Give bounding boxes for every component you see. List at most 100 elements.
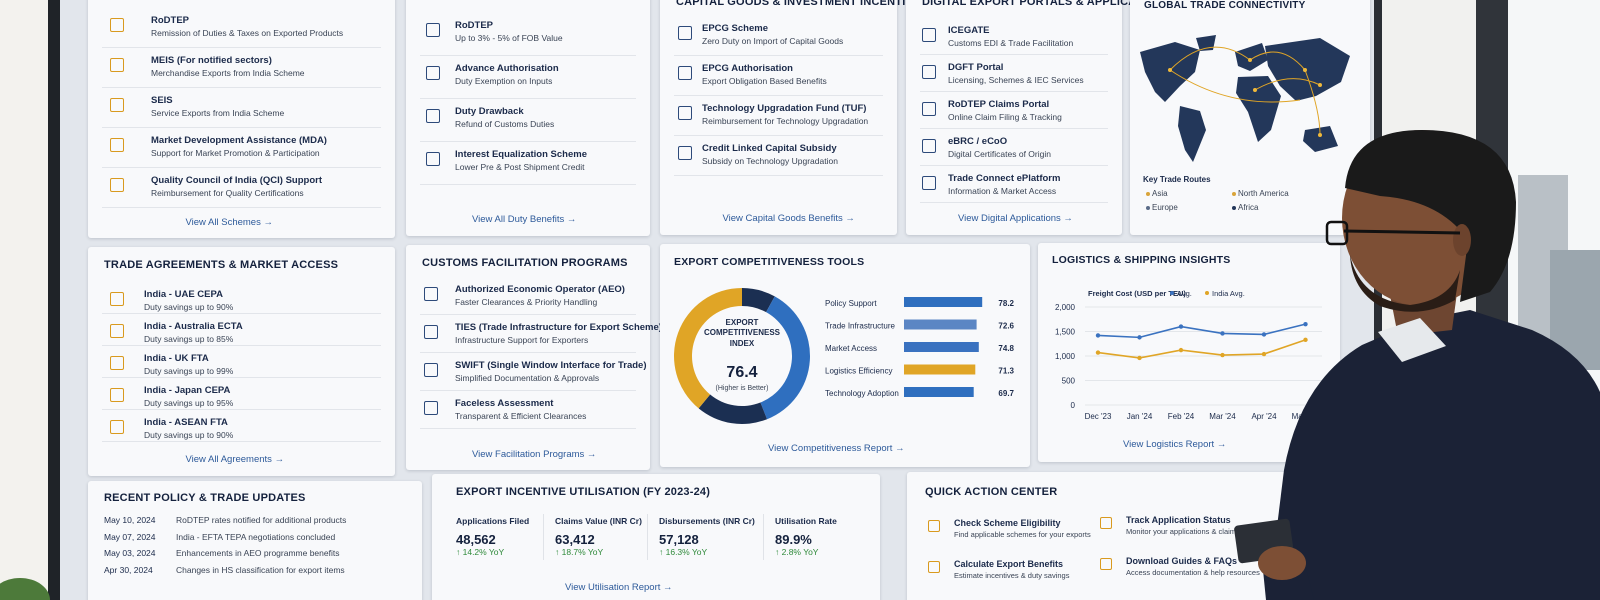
series-point (1220, 331, 1225, 336)
item-icon (110, 58, 124, 72)
y-tick-label: 500 (1062, 377, 1076, 386)
panel (88, 247, 395, 476)
separator (420, 141, 636, 142)
item-icon (678, 26, 692, 40)
bar (904, 319, 977, 330)
kpi-change: ↑ 16.3% YoY (659, 547, 708, 557)
panel-link: View Digital Applications → (958, 213, 1073, 224)
action-text: Access documentation & help resources (1126, 568, 1260, 577)
item-title: India - Japan CEPA (144, 385, 231, 396)
kpi-label: Applications Filed (456, 516, 530, 526)
kpi-value: 57,128 (659, 532, 699, 547)
update-date: May 07, 2024 (104, 531, 156, 542)
panel-title: CUSTOMS FACILITATION PROGRAMS (422, 257, 628, 269)
series-point (1178, 324, 1184, 329)
item-icon (426, 66, 440, 80)
legend-marker (1170, 291, 1174, 295)
map-route (1249, 51, 1306, 71)
separator (102, 345, 381, 346)
kpi-label: Utilisation Rate (775, 516, 837, 526)
panel-title: TRADE AGREEMENTS & MARKET ACCESS (104, 259, 339, 271)
item-icon (424, 287, 438, 301)
item-title: RoDTEP (455, 20, 493, 31)
legend-dot (1232, 192, 1236, 196)
action-title: Track Application Status (1126, 515, 1231, 525)
donut-segment (742, 288, 775, 313)
bar-label: Logistics Efficiency (825, 367, 892, 376)
separator (102, 127, 381, 128)
map-route (1304, 69, 1321, 136)
map-route (1169, 69, 1301, 103)
legend-dot (1146, 192, 1150, 196)
item-text: Duty savings up to 95% (144, 398, 234, 408)
map-land (1303, 126, 1338, 152)
plant (0, 578, 50, 600)
item-icon (424, 363, 438, 377)
item-icon (110, 356, 124, 370)
separator (674, 55, 883, 56)
panel (907, 472, 1297, 600)
separator (920, 202, 1108, 203)
bar-value: 69.7 (998, 389, 1014, 398)
item-title: SEIS (151, 95, 173, 106)
y-tick-label: 1,000 (1055, 352, 1076, 361)
item-icon (110, 98, 124, 112)
kpi-value: 63,412 (555, 532, 595, 547)
map-node (1318, 83, 1322, 87)
separator (102, 47, 381, 48)
legend-label: Asia (1152, 189, 1168, 198)
hair (1345, 130, 1516, 302)
item-icon (110, 420, 124, 434)
action-text: Monitor your applications & claims (1126, 527, 1240, 536)
legend-label: Africa (1238, 203, 1259, 212)
bezel (48, 0, 60, 600)
kpi-change: ↑ 2.8% YoY (775, 547, 819, 557)
bar-label: Trade Infrastructure (825, 322, 896, 331)
kpi-label: Disbursements (INR Cr) (659, 516, 755, 526)
panel (660, 0, 897, 235)
item-icon (424, 401, 438, 415)
item-icon (110, 292, 124, 306)
update-text: Changes in HS classification for export … (176, 564, 345, 575)
update-text: Enhancements in AEO programme benefits (176, 548, 340, 558)
item-title: RoDTEP Claims Portal (948, 99, 1050, 110)
item-title: RoDTEP (151, 15, 189, 26)
panel (1038, 243, 1340, 462)
item-text: Infrastructure Support for Exporters (455, 335, 589, 345)
panel-title: LOGISTICS & SHIPPING INSIGHTS (1052, 254, 1231, 266)
item-text: Simplified Documentation & Approvals (455, 373, 600, 383)
panel-link: View Capital Goods Benefits → (722, 213, 855, 224)
item-icon (110, 138, 124, 152)
panel (406, 245, 650, 470)
bar-label: Policy Support (825, 299, 877, 308)
x-tick-label: Apr '24 (1251, 412, 1277, 421)
update-date: Apr 30, 2024 (104, 564, 153, 575)
bar (904, 364, 976, 375)
item-text: Up to 3% - 5% of FOB Value (455, 33, 563, 43)
map-land (1236, 76, 1281, 142)
item-icon (424, 325, 438, 339)
x-tick-label: Jan '24 (1127, 412, 1153, 421)
hand (1258, 546, 1306, 580)
item-text: Online Claim Filing & Tracking (948, 112, 1062, 122)
item-title: Authorized Economic Operator (AEO) (455, 284, 625, 295)
item-text: Reimbursement for Quality Certifications (151, 188, 304, 198)
item-title: EPCG Authorisation (702, 63, 793, 74)
panel (906, 0, 1122, 235)
bar-value: 78.2 (998, 299, 1014, 308)
item-icon (426, 152, 440, 166)
y-tick-label: 0 (1071, 401, 1076, 410)
series-line (1097, 339, 1306, 359)
glasses-arm (1343, 229, 1461, 235)
action-title: Download Guides & FAQs (1126, 556, 1238, 566)
separator (920, 91, 1108, 92)
action-title: Check Scheme Eligibility (954, 518, 1061, 528)
kpi-change: ↑ 14.2% YoY (456, 547, 505, 557)
item-title: India - ASEAN FTA (144, 417, 228, 428)
panel-title: RECENT POLICY & TRADE UPDATES (104, 492, 306, 504)
separator (102, 409, 381, 410)
update-date: May 10, 2024 (104, 515, 156, 525)
map-route (1169, 46, 1251, 71)
separator (102, 313, 381, 314)
